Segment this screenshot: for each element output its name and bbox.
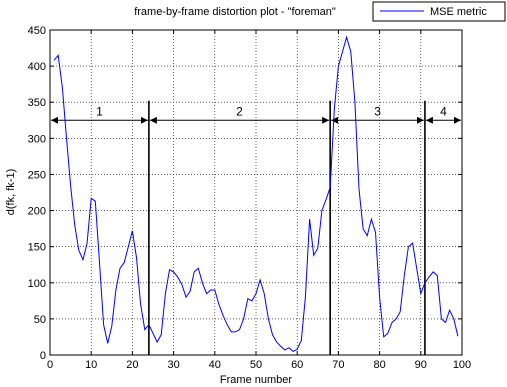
y-tick-label: 250	[28, 169, 46, 181]
x-tick-label: 20	[126, 359, 138, 371]
x-tick-label: 80	[373, 359, 385, 371]
x-tick-label: 90	[415, 359, 427, 371]
x-axis-label: Frame number	[220, 374, 292, 386]
x-tick-label: 50	[250, 359, 262, 371]
y-tick-label: 100	[28, 278, 46, 290]
y-tick-label: 400	[28, 61, 46, 73]
x-tick-label: 0	[47, 359, 53, 371]
y-tick-label: 450	[28, 25, 46, 37]
y-tick-label: 150	[28, 242, 46, 254]
y-tick-label: 350	[28, 97, 46, 109]
segment-annotations: 1 2 3 4	[51, 100, 461, 355]
x-tick-label: 60	[291, 359, 303, 371]
y-tick-label: 0	[40, 350, 46, 362]
y-tick-label: 200	[28, 206, 46, 218]
y-axis-label: d(fk, fk-1)	[5, 169, 17, 215]
chart-title: frame-by-frame distortion plot - "forema…	[134, 6, 336, 18]
segment-label: 1	[96, 104, 103, 118]
legend: MSE metric	[372, 1, 506, 22]
segment-label: 4	[440, 104, 447, 118]
x-tick-label: 70	[332, 359, 344, 371]
segment-label: 3	[374, 104, 381, 118]
x-tick-label: 10	[85, 359, 97, 371]
segment-label: 2	[236, 104, 243, 118]
legend-entry: MSE metric	[430, 6, 487, 18]
x-tick-label: 40	[209, 359, 221, 371]
legend-box	[372, 1, 506, 22]
y-tick-label: 300	[28, 133, 46, 145]
y-tick-label: 50	[34, 314, 46, 326]
grid	[50, 30, 462, 355]
mse-metric-line	[53, 35, 459, 353]
x-tick-label: 100	[453, 359, 471, 371]
axis-ticks: 0 10 20 30 40 50 60 70 80 90 100 0 50 100 150 200 250 300…	[28, 25, 472, 371]
x-tick-label: 30	[167, 359, 179, 371]
